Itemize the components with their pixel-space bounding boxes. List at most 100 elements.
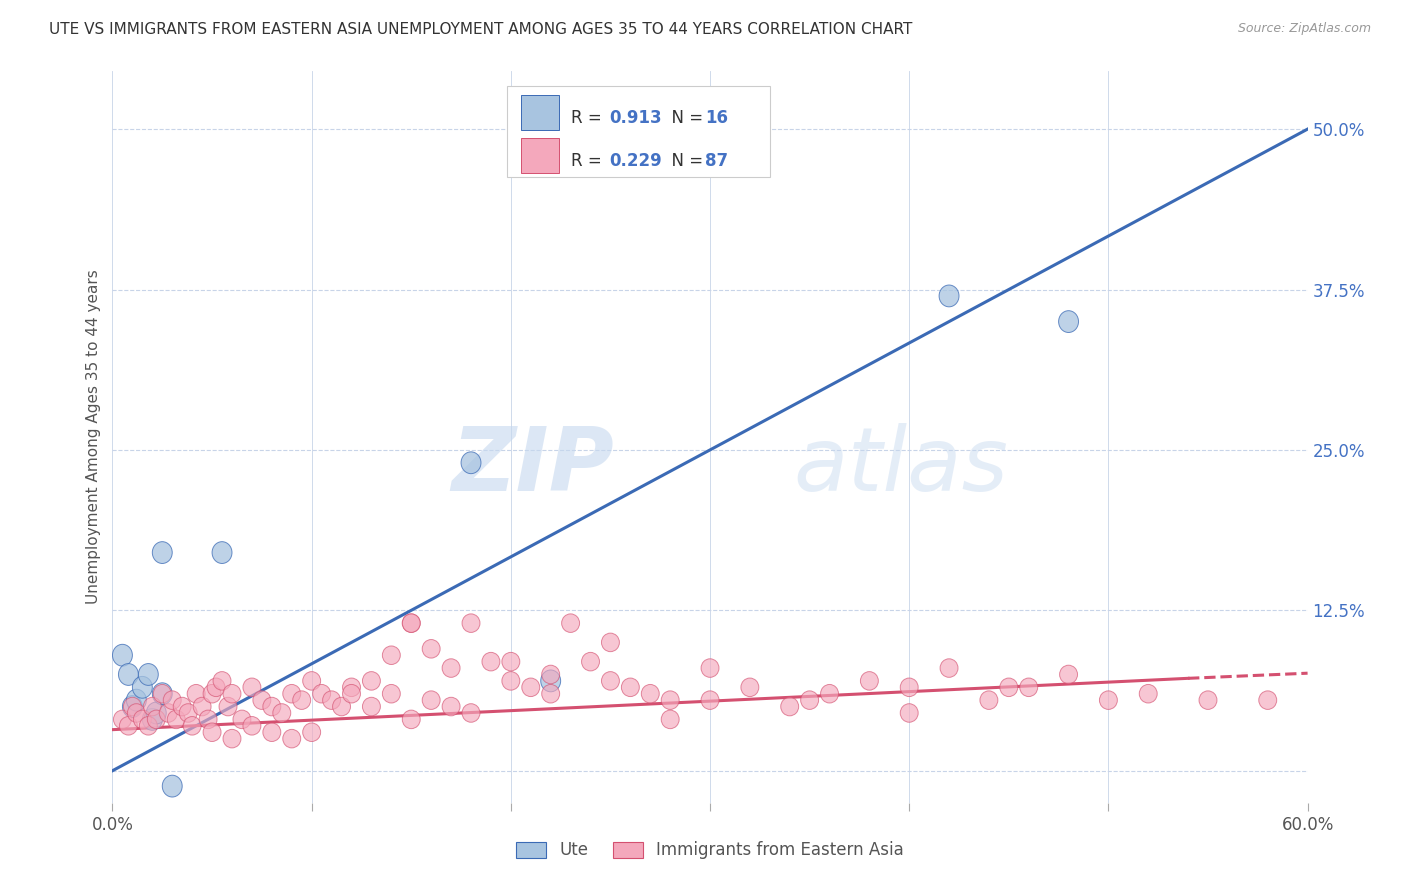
Ellipse shape	[283, 730, 301, 747]
Ellipse shape	[253, 691, 271, 709]
Text: 0.913: 0.913	[610, 109, 662, 127]
Text: R =: R =	[571, 152, 607, 170]
Ellipse shape	[402, 614, 420, 632]
Ellipse shape	[173, 698, 191, 715]
Ellipse shape	[941, 659, 957, 677]
Text: 87: 87	[706, 152, 728, 170]
Ellipse shape	[200, 710, 217, 729]
Ellipse shape	[273, 704, 291, 723]
Ellipse shape	[153, 684, 172, 703]
Ellipse shape	[661, 691, 679, 709]
Ellipse shape	[800, 691, 818, 709]
Y-axis label: Unemployment Among Ages 35 to 44 years: Unemployment Among Ages 35 to 44 years	[86, 269, 101, 605]
Ellipse shape	[283, 684, 301, 703]
Ellipse shape	[202, 723, 221, 741]
FancyBboxPatch shape	[522, 138, 560, 173]
Ellipse shape	[363, 698, 381, 715]
Text: R =: R =	[571, 109, 607, 127]
Ellipse shape	[422, 640, 440, 658]
Ellipse shape	[302, 723, 321, 741]
Ellipse shape	[263, 698, 281, 715]
Ellipse shape	[243, 678, 262, 697]
Ellipse shape	[661, 710, 679, 729]
Ellipse shape	[322, 691, 340, 709]
Ellipse shape	[148, 710, 166, 729]
Ellipse shape	[1059, 310, 1078, 333]
Ellipse shape	[224, 730, 240, 747]
Ellipse shape	[202, 684, 221, 703]
Ellipse shape	[1019, 678, 1038, 697]
Text: N =: N =	[661, 109, 709, 127]
Ellipse shape	[333, 698, 350, 715]
Ellipse shape	[441, 698, 460, 715]
Ellipse shape	[146, 702, 166, 724]
Ellipse shape	[152, 541, 173, 564]
Ellipse shape	[212, 541, 232, 564]
Text: Source: ZipAtlas.com: Source: ZipAtlas.com	[1237, 22, 1371, 36]
Ellipse shape	[741, 678, 759, 697]
Ellipse shape	[860, 672, 879, 690]
Ellipse shape	[152, 682, 173, 705]
Ellipse shape	[162, 775, 183, 797]
Ellipse shape	[621, 678, 640, 697]
Ellipse shape	[561, 614, 579, 632]
Ellipse shape	[120, 716, 138, 735]
Ellipse shape	[441, 659, 460, 677]
Ellipse shape	[138, 664, 159, 685]
Ellipse shape	[312, 684, 330, 703]
Ellipse shape	[163, 691, 181, 709]
Ellipse shape	[980, 691, 998, 709]
Ellipse shape	[243, 716, 262, 735]
Ellipse shape	[118, 664, 138, 685]
Ellipse shape	[263, 723, 281, 741]
Ellipse shape	[114, 710, 131, 729]
Ellipse shape	[582, 652, 599, 671]
Ellipse shape	[1139, 684, 1157, 703]
Ellipse shape	[143, 698, 162, 715]
Ellipse shape	[382, 646, 401, 665]
Ellipse shape	[702, 659, 718, 677]
Ellipse shape	[541, 684, 560, 703]
Ellipse shape	[139, 716, 157, 735]
Text: N =: N =	[661, 152, 709, 170]
Ellipse shape	[402, 710, 420, 729]
Ellipse shape	[422, 691, 440, 709]
Ellipse shape	[382, 684, 401, 703]
Ellipse shape	[219, 698, 238, 715]
Ellipse shape	[159, 704, 177, 723]
Text: atlas: atlas	[793, 424, 1008, 509]
Ellipse shape	[193, 698, 211, 715]
Ellipse shape	[124, 698, 142, 715]
Ellipse shape	[939, 285, 959, 307]
Ellipse shape	[343, 678, 360, 697]
Ellipse shape	[780, 698, 799, 715]
Ellipse shape	[122, 696, 142, 717]
Ellipse shape	[900, 678, 918, 697]
Ellipse shape	[641, 684, 659, 703]
Ellipse shape	[541, 665, 560, 684]
Legend: Ute, Immigrants from Eastern Asia: Ute, Immigrants from Eastern Asia	[508, 833, 912, 868]
Ellipse shape	[900, 704, 918, 723]
Ellipse shape	[1258, 691, 1277, 709]
Ellipse shape	[463, 704, 479, 723]
Ellipse shape	[292, 691, 311, 709]
Ellipse shape	[224, 684, 240, 703]
Ellipse shape	[142, 708, 162, 731]
Ellipse shape	[183, 716, 201, 735]
Ellipse shape	[128, 704, 145, 723]
Ellipse shape	[207, 678, 225, 697]
Ellipse shape	[502, 652, 520, 671]
Ellipse shape	[602, 633, 620, 652]
Ellipse shape	[821, 684, 838, 703]
FancyBboxPatch shape	[522, 95, 560, 130]
Ellipse shape	[502, 672, 520, 690]
Ellipse shape	[402, 614, 420, 632]
Ellipse shape	[602, 672, 620, 690]
Ellipse shape	[214, 672, 231, 690]
Ellipse shape	[302, 672, 321, 690]
Ellipse shape	[1060, 665, 1077, 684]
Text: ZIP: ZIP	[451, 423, 614, 510]
Ellipse shape	[179, 704, 197, 723]
Text: UTE VS IMMIGRANTS FROM EASTERN ASIA UNEMPLOYMENT AMONG AGES 35 TO 44 YEARS CORRE: UTE VS IMMIGRANTS FROM EASTERN ASIA UNEM…	[49, 22, 912, 37]
Ellipse shape	[112, 644, 132, 666]
